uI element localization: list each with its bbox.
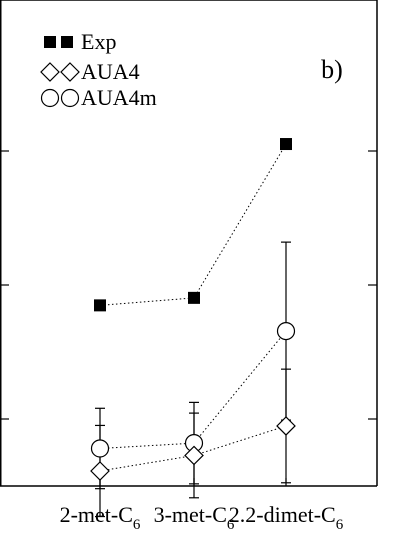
y-ticks [0,151,377,486]
legend-marker-aua4m [62,90,79,107]
legend-marker-exp [44,36,56,48]
marker-aua4 [91,462,109,480]
series-line-exp [100,144,286,305]
marker-exp [94,299,106,311]
panel-label: b) [321,55,343,84]
x-tick-label: 3-met-C6 [154,502,235,533]
data-markers [91,138,295,480]
legend-label-exp: Exp [81,29,116,54]
error-bars [95,242,291,516]
x-tick-label: 2-met-C6 [60,502,141,533]
x-tick-label: 2.2-dimet-C6 [229,502,344,533]
series-lines [100,144,286,471]
series-line-aua4m [100,331,286,448]
marker-aua4 [277,417,295,435]
marker-aua4m [92,440,109,457]
legend-label-aua4: AUA4 [81,59,140,84]
legend-marker-exp [61,36,73,48]
marker-exp [280,138,292,150]
x-tick-labels: 2-met-C6 3-met-C62.2-dimet-C6 [60,502,344,533]
legend-label-aua4m: AUA4m [81,85,157,110]
legend-marker-aua4 [41,63,59,81]
legend-marker-aua4 [61,63,79,81]
marker-aua4m [278,323,295,340]
marker-exp [188,292,200,304]
legend-marker-aua4m [42,90,59,107]
